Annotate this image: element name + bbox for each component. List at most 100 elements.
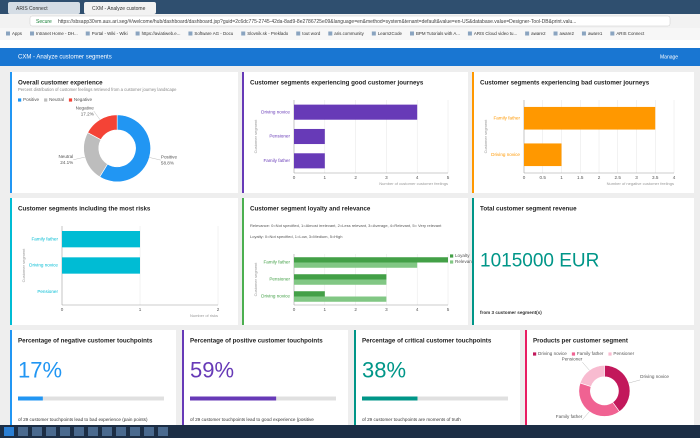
x-tick-label: 2 (598, 175, 601, 180)
bookmark-icon (525, 31, 530, 36)
card-accent (242, 198, 244, 325)
legend-label: Family father (577, 351, 604, 356)
bookmark-icon (85, 31, 90, 36)
x-axis-label: Number of risks (190, 313, 218, 318)
browser-tab[interactable] (84, 2, 156, 14)
bookmark[interactable]: aris.community (334, 31, 364, 36)
card-title: Percentage of positive customer touchpoi… (190, 338, 323, 345)
bar (62, 231, 140, 248)
y-axis-label: Customer segment (253, 119, 258, 154)
bookmark-icon (581, 31, 586, 36)
bookmark[interactable]: Software AG - Docu (194, 31, 233, 36)
card-title: Customer segments experiencing bad custo… (480, 80, 650, 87)
category-label: Driving novice (29, 263, 58, 268)
taskbar-icon[interactable] (18, 427, 28, 436)
card-note: Relevance: 0=Not specified, 1=Almost irr… (250, 223, 442, 228)
taskbar-icon[interactable] (102, 427, 112, 436)
bar (524, 143, 562, 167)
legend-label: Pensioner (613, 351, 634, 356)
bar (62, 257, 140, 274)
slice-value: 24.1% (60, 160, 73, 165)
taskbar-icon[interactable] (46, 427, 56, 436)
x-tick-label: 0 (61, 307, 64, 312)
progress-fill (18, 396, 43, 401)
legend-swatch (533, 352, 537, 356)
manage-button[interactable]: Manage (660, 54, 678, 60)
taskbar-icon[interactable] (32, 427, 42, 436)
x-tick-label: 3 (385, 307, 388, 312)
slice-value: 17.2% (81, 111, 94, 116)
kpi-value: 38% (362, 358, 406, 383)
category-label: Pensioner (37, 289, 58, 294)
taskbar-icon[interactable] (74, 427, 84, 436)
bookmark-icon (371, 31, 376, 36)
bookmark[interactable]: Portal - Wiki - Wiki (92, 31, 128, 36)
x-tick-label: 1 (560, 175, 563, 180)
bookmark[interactable]: Intranet Home - DH... (36, 31, 78, 36)
legend-label: Driving novice (538, 351, 567, 356)
taskbar-icon[interactable] (4, 427, 14, 436)
card (10, 330, 176, 425)
kpi-value: 17% (18, 358, 62, 383)
taskbar-icon[interactable] (144, 427, 154, 436)
card-accent (472, 198, 474, 325)
bookmark[interactable]: ARIS Connect (616, 31, 645, 36)
bookmark[interactable]: aware1 (588, 31, 603, 36)
bookmark[interactable]: aware2 (560, 31, 575, 36)
taskbar-icon[interactable] (88, 427, 98, 436)
bookmark[interactable]: Apps (12, 31, 23, 36)
card (354, 330, 520, 425)
y-axis-label: Customer segment (253, 262, 258, 297)
taskbar-icon[interactable] (158, 427, 168, 436)
legend-swatch (18, 98, 22, 102)
card-accent (10, 72, 12, 193)
bookmark[interactable]: aware2 (531, 31, 546, 36)
bookmark[interactable]: tout word (302, 31, 321, 36)
progress-track (362, 396, 508, 401)
url-text: https://sbsapp30vm.aus.ari.seg/#/welcome… (58, 19, 576, 25)
card-title: Customer segment loyalty and relevance (250, 206, 371, 213)
taskbar-icon[interactable] (116, 427, 126, 436)
legend-label: Positive (23, 97, 40, 102)
bookmark-icon (241, 31, 246, 36)
card-title: Percentage of critical customer touchpoi… (362, 338, 492, 345)
x-tick-label: 0 (293, 175, 296, 180)
bookmark[interactable]: Learn2Code (378, 31, 403, 36)
x-tick-label: 1.5 (577, 175, 584, 180)
card-accent (354, 330, 356, 425)
x-tick-label: 0.5 (540, 175, 547, 180)
card-note: Loyalty: 0=Not specified, 1=Low, 3=Mediu… (250, 234, 343, 239)
card-footnote: of 29 customer touchpoints are moments o… (362, 417, 461, 422)
category-label: Driving novice (261, 294, 290, 299)
bookmark[interactable]: ARIS Cloud video tu... (474, 31, 517, 36)
slice-label: Neutral (58, 154, 73, 159)
pie-slice (99, 114, 151, 183)
legend-swatch (68, 98, 73, 102)
x-tick-label: 4 (416, 307, 419, 312)
taskbar-icon[interactable] (130, 427, 140, 436)
category-label: Family father (263, 260, 290, 265)
card-accent (10, 198, 12, 325)
url-box[interactable] (29, 15, 671, 27)
legend-swatch (450, 260, 454, 264)
progress-fill (362, 396, 418, 401)
label-leader (93, 110, 101, 120)
x-tick-label: 2 (354, 307, 357, 312)
bookmark[interactable]: https://aviatiweb.e... (142, 31, 181, 36)
x-tick-label: 0 (293, 307, 296, 312)
x-axis-label: Number of negative customer feelings (607, 181, 674, 186)
browser-tab[interactable] (8, 2, 80, 14)
x-tick-label: 0 (523, 175, 526, 180)
bookmark-icon (553, 31, 558, 36)
bookmark[interactable]: Slovnik.sk - Preklado (247, 31, 289, 36)
bookmark-icon (467, 31, 472, 36)
bookmark[interactable]: BPM Tutorials with A... (416, 31, 460, 36)
legend-swatch (44, 98, 48, 102)
category-label: Pensioner (269, 134, 290, 139)
taskbar-icon[interactable] (60, 427, 70, 436)
legend-label: Negative (74, 97, 93, 102)
slice-label: Negative (76, 105, 95, 110)
bookmark-icon (188, 31, 193, 36)
bookmark-icon (296, 31, 301, 36)
card-accent (472, 72, 474, 193)
